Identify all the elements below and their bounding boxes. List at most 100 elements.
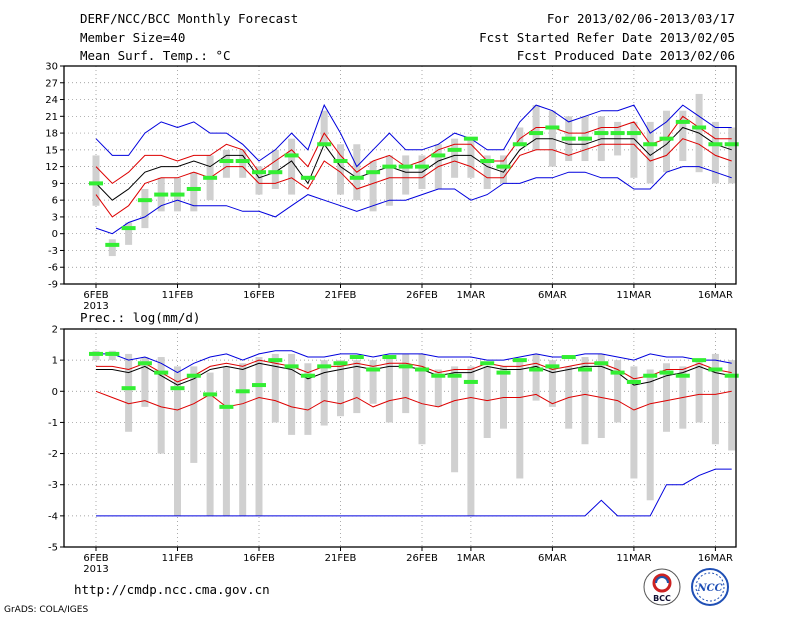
prec-low-percentile-line (95, 390, 732, 411)
prec-spread-box (663, 363, 670, 432)
prec-median-mark (235, 389, 250, 394)
prec-spread-box (483, 366, 491, 438)
prec-median-mark (317, 364, 332, 369)
temp-median-mark (382, 164, 397, 169)
prec-xtick-label: 16FEB (243, 553, 275, 564)
prec-median-mark (447, 373, 462, 378)
prec-median-mark (398, 364, 413, 369)
temp-spread-box (467, 138, 475, 178)
prec-xtick-label: 11FEB (162, 553, 194, 564)
prec-plot-frame (63, 328, 737, 548)
temp-spread-box (125, 222, 133, 245)
temp-spread-box (337, 144, 344, 195)
prec-spread-box (174, 366, 181, 516)
prec-spread-box (222, 366, 230, 516)
prec-spread-box (239, 363, 247, 516)
temp-ytick-label: -9 (48, 280, 58, 291)
prec-median-mark (545, 364, 560, 369)
temp-spread-box (679, 110, 687, 162)
prec-ytick-label: 0 (52, 387, 58, 398)
temp-median-mark (578, 136, 592, 141)
prec-mean-line (96, 362, 732, 386)
prec-spread-box (630, 366, 638, 479)
prec-spread-box (467, 366, 475, 516)
temp-spread-box (271, 149, 279, 189)
temp-spread-box (255, 166, 263, 195)
prec-high-percentile-line (96, 359, 732, 383)
temp-median-mark (529, 131, 544, 136)
temp-median-mark (300, 175, 315, 180)
footer-url[interactable]: http://cmdp.ncc.cma.gov.cn (74, 582, 270, 597)
temp-spread-box (320, 110, 328, 145)
prec-ytick-label: -1 (48, 418, 58, 429)
prec-median-mark (382, 355, 397, 360)
temp-ytick-label: 15 (45, 145, 58, 156)
temp-xtick-label: 11MAR (616, 290, 651, 301)
prec-median-mark (121, 386, 136, 391)
temp-spread-box (222, 149, 230, 178)
temp-max-line (95, 103, 732, 168)
prec-median-mark (300, 373, 315, 378)
temp-spread-box (630, 121, 638, 178)
prec-min-line (96, 468, 732, 517)
temp-ytick-label: 12 (45, 162, 58, 173)
temp-ytick-label: 24 (45, 95, 58, 106)
member-size-label: Member Size=40 (80, 30, 186, 45)
temp-spread-box (141, 188, 149, 229)
prec-spread-box (548, 360, 556, 407)
prec-spread-box (516, 360, 524, 479)
prec-median-mark (170, 386, 185, 391)
temp-xtick-label: 1MAR (457, 290, 486, 301)
temp-high-percentile-line (95, 115, 732, 185)
temp-ytick-label: -3 (48, 246, 58, 257)
temp-median-mark (594, 131, 609, 136)
prec-xtick-label: 21FEB (325, 553, 357, 564)
temp-spread-box (483, 155, 491, 189)
temp-year-label: 2013 (83, 301, 108, 312)
temp-spread-box (108, 239, 116, 257)
prec-median-mark (496, 370, 511, 375)
prec-spread-box (711, 353, 719, 445)
prec-ytick-label: -3 (48, 480, 58, 491)
forecast-period: For 2013/02/06-2013/03/17 (546, 11, 735, 26)
prec-spread-box (402, 353, 410, 414)
prec-median-mark (626, 379, 641, 384)
temp-median-mark (170, 192, 185, 197)
temp-median-mark (154, 192, 169, 197)
prec-spread-box (418, 353, 426, 445)
temp-median-mark (415, 164, 429, 169)
prec-median-mark (692, 358, 707, 363)
temp-median-mark (203, 175, 218, 180)
bcc-logo-text: BCC (653, 594, 671, 603)
prec-median-mark (154, 370, 169, 375)
prec-spread-box (304, 363, 312, 435)
prec-max-line (96, 350, 732, 374)
temp-spread-box (728, 127, 736, 184)
prec-median-mark (203, 392, 218, 397)
chart-title: DERF/NCC/BCC Monthly Forecast (80, 11, 299, 26)
prec-ytick-label: 1 (52, 356, 58, 367)
prec-spread-box (125, 353, 133, 432)
prec-spread-box (141, 357, 149, 407)
temp-spread-box (190, 172, 198, 212)
temp-ytick-label: 18 (45, 129, 58, 140)
prec-median-mark (610, 370, 625, 375)
prec-spread-box (614, 360, 622, 423)
prec-median-mark (137, 361, 152, 366)
temp-median-mark (561, 136, 576, 141)
refer-date: Fcst Started Refer Date 2013/02/05 (479, 30, 735, 45)
temp-median-mark (626, 131, 641, 136)
temp-median-mark (480, 159, 495, 164)
temp-spread-box (646, 121, 654, 184)
prec-spread-box (581, 357, 589, 445)
prec-xtick-label: 26FEB (406, 553, 438, 564)
prec-spread-box (434, 369, 442, 407)
temp-median-mark (268, 170, 283, 175)
temp-ytick-label: 3 (52, 212, 58, 223)
temp-median-mark (235, 159, 250, 164)
prec-median-mark (659, 370, 674, 375)
temp-median-mark (545, 125, 560, 130)
temp-xtick-label: 11FEB (162, 290, 194, 301)
prec-median-mark (284, 364, 299, 369)
